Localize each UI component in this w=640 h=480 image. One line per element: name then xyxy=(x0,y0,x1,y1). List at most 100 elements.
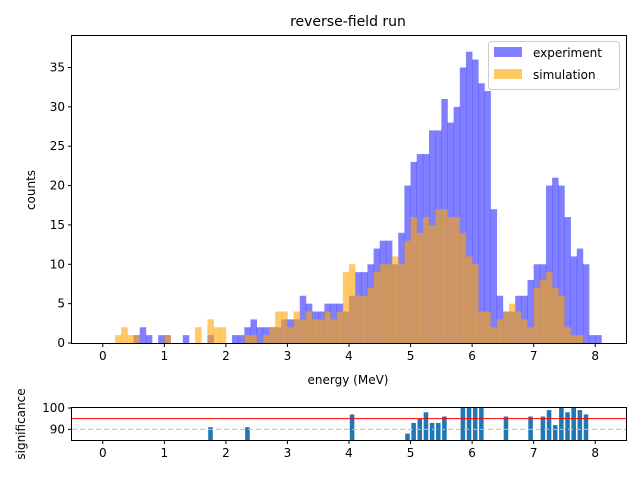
experiment-bar xyxy=(527,280,534,343)
x-tick-label: 2 xyxy=(222,349,230,363)
experiment-bar xyxy=(558,185,565,343)
significance-bar xyxy=(552,425,558,440)
main-y-ticks: 0 5 10 15 20 25 30 35 xyxy=(50,60,72,350)
significance-bar xyxy=(546,410,552,440)
y-axis-label: counts xyxy=(24,170,38,210)
y-tick-label: 25 xyxy=(50,139,65,153)
simulation-bar xyxy=(527,327,534,343)
simulation-bar xyxy=(496,319,504,343)
main-bars xyxy=(115,51,602,344)
significance-bar xyxy=(429,422,435,440)
significance-bar xyxy=(528,416,533,440)
significance-bar xyxy=(208,427,213,440)
significance-bar xyxy=(472,408,478,440)
experiment-bar xyxy=(552,177,559,343)
significance-bar xyxy=(540,416,546,440)
simulation-bar xyxy=(324,311,331,343)
significance-bar xyxy=(460,408,466,440)
simulation-bar xyxy=(515,311,522,343)
legend: experiment simulation xyxy=(488,41,620,90)
simulation-bar xyxy=(521,319,528,343)
x-tick-label: 8 xyxy=(591,349,599,363)
significance-bar xyxy=(577,410,583,440)
simulation-bar xyxy=(164,335,171,343)
simulation-bar xyxy=(447,217,454,343)
sig-x-tick-label: 3 xyxy=(284,446,292,460)
experiment-bar xyxy=(472,59,479,344)
experiment-bar xyxy=(145,335,153,343)
experiment-bar xyxy=(459,67,467,344)
simulation-bar xyxy=(539,280,547,343)
simulation-bar xyxy=(509,303,516,343)
simulation-bar xyxy=(398,264,405,343)
simulation-bar xyxy=(453,217,461,343)
experiment-bar xyxy=(158,335,165,343)
significance-bar xyxy=(245,427,250,440)
experiment-bar xyxy=(250,319,257,343)
legend-label-experiment: experiment xyxy=(533,46,602,60)
simulation-bar xyxy=(330,319,337,343)
legend-swatch-simulation xyxy=(494,69,522,79)
significance-x-ticks: 0 1 2 3 4 5 6 7 8 xyxy=(99,440,599,460)
sig-x-tick-label: 8 xyxy=(591,446,599,460)
experiment-bar xyxy=(238,335,245,343)
significance-bar xyxy=(411,422,416,440)
experiment-bar xyxy=(478,83,485,343)
simulation-bar xyxy=(459,232,467,343)
x-tick-label: 5 xyxy=(407,349,415,363)
simulation-bar xyxy=(404,240,411,343)
simulation-bar xyxy=(564,327,571,343)
experiment-bar xyxy=(595,335,602,343)
simulation-bar xyxy=(268,327,276,343)
significance-bar xyxy=(349,414,355,440)
simulation-bar xyxy=(558,295,565,343)
experiment-bar xyxy=(256,327,264,343)
simulation-bar xyxy=(422,217,430,343)
simulation-bar xyxy=(441,209,448,343)
experiment-bar xyxy=(570,256,578,343)
simulation-bar xyxy=(133,335,141,343)
simulation-bar xyxy=(127,335,134,343)
simulation-bar xyxy=(262,335,270,343)
simulation-bar xyxy=(570,335,578,343)
simulation-bar xyxy=(435,209,442,343)
simulation-bar xyxy=(533,287,541,343)
simulation-bar xyxy=(410,217,418,343)
experiment-bar xyxy=(582,264,590,343)
simulation-bar xyxy=(219,327,227,343)
sig-x-tick-label: 4 xyxy=(345,446,353,460)
sig-x-tick-label: 0 xyxy=(99,446,107,460)
simulation-bar xyxy=(502,311,510,343)
experiment-bar xyxy=(139,327,147,343)
significance-bar xyxy=(565,412,570,440)
experiment-bar xyxy=(576,248,584,343)
simulation-bar xyxy=(213,327,221,343)
experiment-bar xyxy=(545,185,553,343)
simulation-bar xyxy=(121,327,128,343)
simulation-bar xyxy=(275,311,282,343)
legend-swatch-experiment xyxy=(494,47,522,57)
significance-bar xyxy=(423,412,429,440)
simulation-bar xyxy=(472,264,479,343)
experiment-bar xyxy=(182,335,190,343)
significance-bar xyxy=(479,408,484,440)
simulation-bar xyxy=(373,272,381,343)
sig-x-tick-label: 2 xyxy=(222,446,230,460)
sig-x-tick-label: 7 xyxy=(530,446,538,460)
y-tick-label: 5 xyxy=(57,297,65,311)
x-tick-label: 7 xyxy=(530,349,538,363)
simulation-bar xyxy=(490,327,498,343)
simulation-bar xyxy=(465,256,473,343)
simulation-bar xyxy=(484,311,491,343)
experiment-bar xyxy=(589,335,596,343)
main-x-ticks: 0 1 2 3 4 5 6 7 8 xyxy=(99,343,599,363)
experiment-bar xyxy=(465,51,473,344)
y-tick-label: 10 xyxy=(50,257,65,271)
simulation-bar xyxy=(207,319,214,343)
simulation-bar xyxy=(576,335,584,343)
x-tick-label: 3 xyxy=(284,349,292,363)
simulation-bar xyxy=(244,335,251,343)
simulation-bar xyxy=(361,295,368,343)
significance-bar xyxy=(405,433,410,440)
